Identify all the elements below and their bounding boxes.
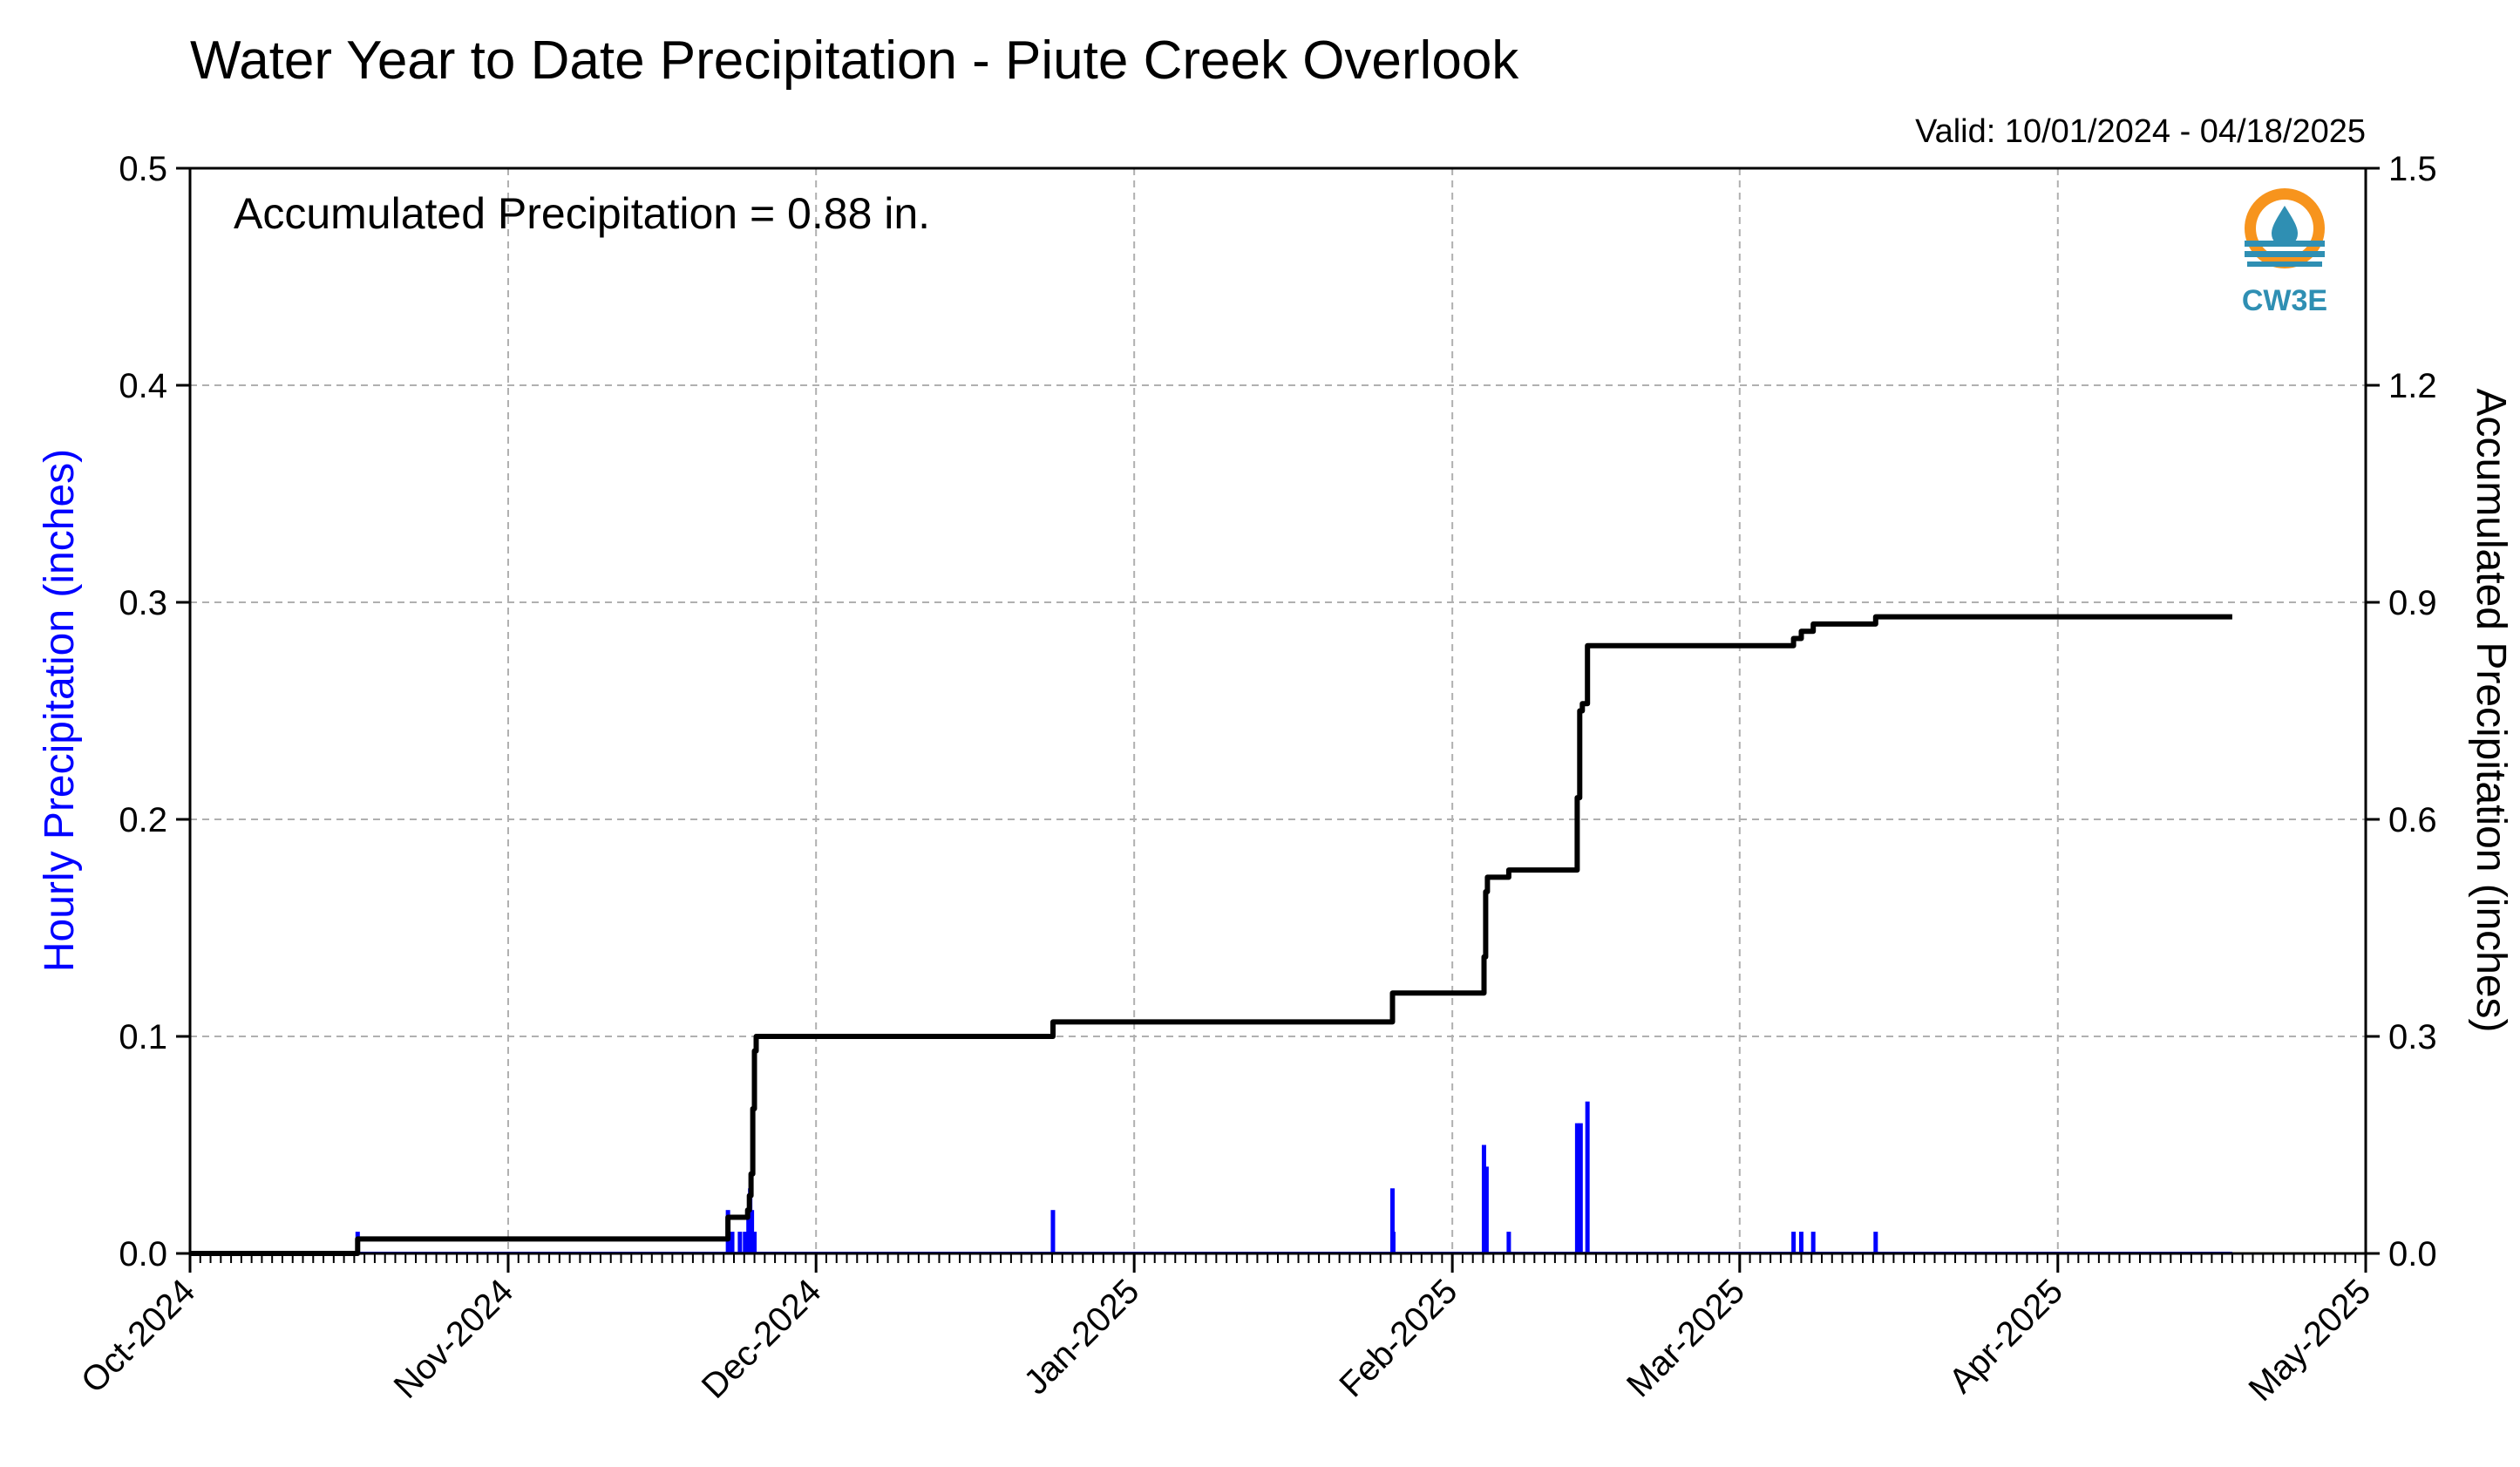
hourly-bar [1484, 1166, 1489, 1253]
y-tick-label-left: 0.0 [119, 1235, 167, 1273]
axis-ticks [176, 166, 2380, 1273]
hourly-bar [1390, 1232, 1396, 1253]
y-tick-label-right: 0.9 [2388, 584, 2437, 622]
hourly-bar [1481, 1144, 1486, 1253]
hourly-bar [737, 1232, 743, 1253]
grid [190, 168, 2366, 1253]
x-tick-label: Feb-2025 [1332, 1272, 1464, 1404]
y-tick-label-left: 0.5 [119, 150, 167, 188]
y-tick-label-left: 0.2 [119, 801, 167, 839]
accumulated-total-annotation: Accumulated Precipitation = 0.88 in. [234, 189, 930, 238]
x-tick-label: Jan-2025 [1016, 1272, 1146, 1402]
y-tick-label-right: 0.0 [2388, 1235, 2437, 1273]
y-tick-label-right: 0.6 [2388, 801, 2437, 839]
hourly-bar [1873, 1232, 1878, 1253]
hourly-bar [730, 1232, 735, 1253]
y-axis-label-right: Accumulated Precipitation (inches) [2468, 388, 2514, 1032]
logo-wave-band [2247, 261, 2322, 267]
logo-wave-band [2245, 251, 2325, 257]
y-tick-label-right: 1.2 [2388, 367, 2437, 405]
y-tick-label-left: 0.3 [119, 584, 167, 622]
y-tick-label-right: 0.3 [2388, 1018, 2437, 1056]
hourly-bar [1578, 1123, 1583, 1253]
accumulated-line [190, 614, 2232, 1256]
chart-title: Water Year to Date Precipitation - Piute… [190, 31, 1519, 91]
hourly-bar [1791, 1232, 1797, 1253]
x-tick-label: Apr-2025 [1942, 1272, 2070, 1400]
cw3e-logo: CW3E [2242, 188, 2327, 317]
x-tick-label: Dec-2024 [695, 1272, 829, 1406]
logo-text: CW3E [2242, 284, 2327, 317]
valid-range: Valid: 10/01/2024 - 04/18/2025 [1915, 113, 2366, 150]
hourly-bar [1506, 1232, 1511, 1253]
plot-frame [188, 166, 2367, 1255]
y-tick-label-left: 0.1 [119, 1018, 167, 1056]
hourly-bar [1050, 1210, 1056, 1253]
y-tick-label-right: 1.5 [2388, 150, 2437, 188]
y-tick-label-left: 0.4 [119, 367, 167, 405]
tick-labels: 0.0 0.0 0.1 0.3 0.2 0.6 0.3 0.9 0.4 1.2 0.5 1.5 Oct-… [74, 150, 2437, 1409]
hourly-bar [750, 1210, 755, 1253]
x-tick-label: Oct-2024 [74, 1272, 202, 1400]
hourly-bar [1574, 1123, 1579, 1253]
hourly-bar [752, 1232, 757, 1253]
hourly-bars [190, 1101, 2232, 1253]
x-tick-label: Mar-2025 [1620, 1272, 1752, 1404]
x-tick-label: Nov-2024 [387, 1272, 521, 1406]
accumulated-line-layer [190, 614, 2232, 1256]
hourly-bar [1389, 1188, 1395, 1253]
y-axis-label-left: Hourly Precipitation (inches) [37, 449, 83, 972]
logo-wave-band [2245, 241, 2325, 247]
hourly-bar [1585, 1101, 1590, 1253]
x-tick-label: May-2025 [2241, 1272, 2378, 1409]
hourly-bar [1798, 1232, 1803, 1253]
hourly-bar [1810, 1232, 1816, 1253]
water-drop-icon [2272, 206, 2298, 247]
hourly-bar [743, 1232, 748, 1253]
